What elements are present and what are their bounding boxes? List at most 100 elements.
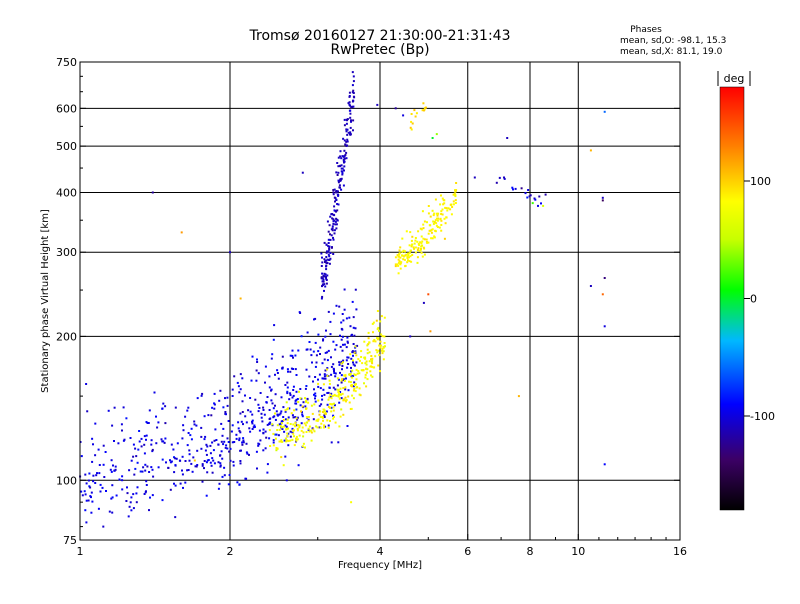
data-point	[94, 422, 97, 425]
data-point	[268, 409, 271, 411]
data-point	[280, 456, 283, 459]
data-point	[220, 422, 223, 425]
data-point	[226, 447, 229, 450]
data-point	[285, 401, 288, 404]
data-point	[339, 345, 342, 348]
data-point	[317, 333, 320, 336]
data-point	[257, 372, 260, 375]
data-point	[174, 457, 177, 460]
data-point	[423, 220, 426, 223]
data-point	[241, 411, 244, 413]
data-point	[450, 203, 452, 206]
data-point	[298, 434, 301, 437]
data-point	[284, 437, 287, 440]
data-point	[331, 217, 334, 220]
data-point	[335, 304, 338, 307]
data-point	[443, 217, 446, 220]
data-point	[365, 367, 368, 370]
data-point	[305, 400, 307, 403]
data-point	[327, 424, 330, 427]
data-point	[333, 219, 336, 222]
data-point	[323, 283, 326, 286]
data-point	[266, 396, 269, 398]
data-point	[526, 196, 529, 199]
data-point	[538, 195, 541, 198]
data-point	[144, 469, 147, 472]
colorbar	[719, 86, 745, 511]
data-point	[310, 431, 313, 434]
data-point	[307, 401, 310, 404]
data-point	[321, 295, 324, 298]
data-point	[333, 370, 335, 373]
data-point	[352, 361, 354, 364]
data-point	[312, 380, 314, 383]
data-point	[294, 416, 297, 419]
data-point	[336, 162, 339, 164]
data-point	[331, 229, 334, 232]
data-point	[314, 395, 317, 397]
data-point	[274, 373, 276, 376]
data-point	[345, 128, 348, 131]
colorbar-tick-label: -100	[750, 410, 775, 423]
data-point	[339, 393, 342, 396]
y-tick-label: 400	[56, 186, 77, 199]
data-point	[358, 372, 361, 375]
data-point	[323, 241, 326, 244]
data-point	[268, 437, 271, 440]
data-point	[236, 481, 239, 484]
data-point	[348, 101, 351, 104]
data-point	[223, 466, 226, 469]
data-point	[238, 391, 241, 394]
data-point	[99, 483, 102, 486]
data-point	[268, 386, 271, 389]
data-point	[351, 385, 353, 388]
data-point	[324, 369, 327, 372]
data-point	[312, 350, 315, 353]
data-point	[355, 354, 358, 357]
data-point	[203, 467, 205, 470]
data-point	[338, 425, 341, 428]
data-point	[397, 261, 400, 264]
data-point	[440, 219, 443, 222]
data-point	[319, 353, 321, 355]
data-point	[332, 406, 335, 409]
data-point	[349, 381, 352, 384]
data-point	[382, 345, 385, 348]
data-point	[138, 430, 141, 432]
data-point	[146, 465, 149, 468]
phase-stats-x: mean, sd,X: 81.1, 19.0	[620, 47, 723, 57]
data-point	[289, 435, 292, 438]
data-point	[401, 250, 404, 253]
data-point	[350, 357, 353, 360]
data-point	[331, 395, 334, 397]
data-point	[277, 434, 280, 437]
data-point	[238, 439, 241, 442]
data-point	[307, 427, 310, 430]
data-point	[218, 482, 221, 485]
data-point	[342, 398, 345, 401]
data-point	[332, 236, 334, 239]
data-point	[340, 379, 343, 382]
data-point	[413, 242, 416, 245]
data-point	[328, 379, 331, 382]
data-point	[291, 354, 294, 357]
data-point	[354, 288, 357, 291]
data-point	[260, 416, 263, 419]
data-point	[213, 439, 216, 442]
data-point	[288, 398, 291, 401]
data-point	[137, 448, 140, 451]
data-point	[338, 184, 341, 187]
data-point	[261, 420, 264, 423]
data-point	[314, 376, 317, 378]
data-point	[328, 382, 331, 385]
data-point	[190, 427, 193, 430]
data-point	[287, 440, 290, 442]
x-axis-label: Frequency [MHz]	[338, 560, 422, 571]
x-tick-label: 2	[227, 545, 234, 558]
data-point	[333, 196, 336, 199]
data-point	[306, 421, 309, 424]
data-point	[352, 385, 355, 388]
data-point	[341, 328, 344, 331]
data-point	[347, 395, 350, 398]
data-point	[196, 464, 199, 466]
